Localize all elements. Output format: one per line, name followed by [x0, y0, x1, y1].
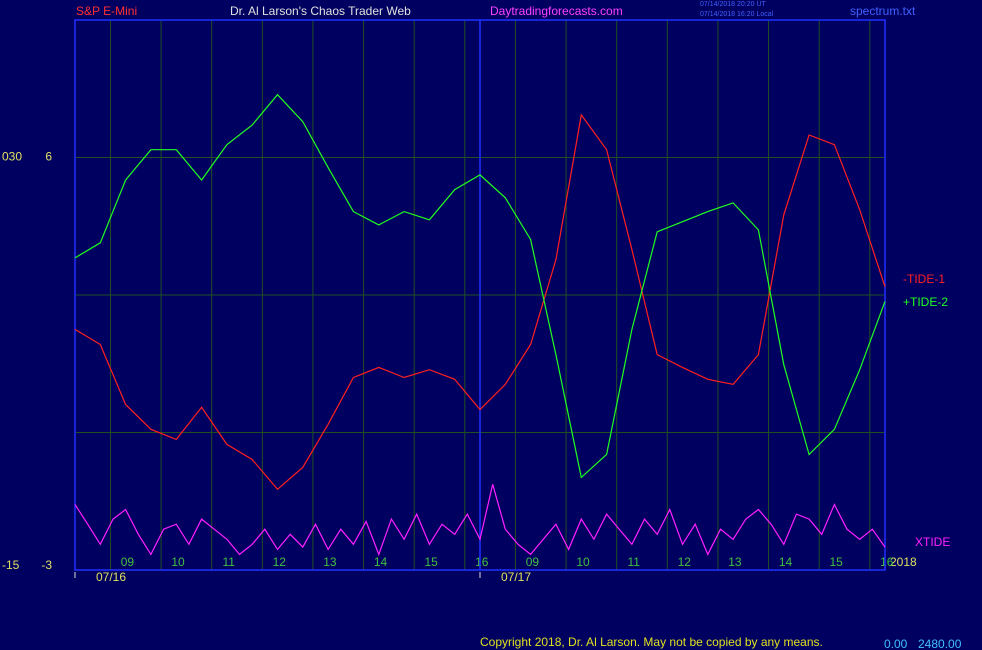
legend-label: XTIDE [915, 535, 950, 549]
series-line [74, 113, 886, 491]
x-tick-label: 10 [576, 555, 590, 569]
x-tick-label: 12 [273, 555, 287, 569]
x-tick-label: 11 [627, 555, 640, 569]
file-name: spectrum.txt [850, 4, 916, 18]
plot-border [74, 19, 886, 571]
timestamp: 07/14/2018 20:20 UT [700, 1, 766, 8]
x-tick-label: 15 [425, 555, 439, 569]
y2-tick-label: -15 [2, 558, 20, 572]
symbol: S&P E-Mini [76, 4, 137, 18]
y2-tick-label: 030 [2, 150, 22, 164]
x-tick-label: 13 [728, 555, 742, 569]
x-tick-label: 09 [121, 555, 135, 569]
site: Daytradingforecasts.com [490, 4, 623, 18]
series-line [74, 484, 886, 557]
x-tick-label: 10 [171, 555, 185, 569]
y-tick-label: 6 [45, 150, 52, 164]
x-tick-label: 11 [222, 555, 235, 569]
x-tick-label: 14 [374, 555, 388, 569]
legend-label: -TIDE-1 [903, 272, 945, 286]
date-label: 07/16 [96, 570, 126, 584]
x-tick-label: 15 [830, 555, 844, 569]
x-tick-label: 09 [526, 555, 540, 569]
x-tick-label: 12 [678, 555, 692, 569]
legend-label: +TIDE-2 [903, 295, 948, 309]
timestamp: 07/14/2018 16:20 Local [700, 11, 774, 18]
x-tick-label: 16 [880, 555, 894, 569]
series-line [74, 93, 886, 479]
copyright: Copyright 2018, Dr. Al Larson. May not b… [480, 635, 823, 649]
footer-value: 0.00 [884, 637, 908, 650]
date-label: 07/17 [501, 570, 531, 584]
footer-value: 2480.00 [918, 637, 962, 650]
y-tick-label: -3 [41, 558, 52, 572]
x-tick-label: 16 [475, 555, 489, 569]
chart-title: Dr. Al Larson's Chaos Trader Web [230, 4, 411, 18]
x-tick-label: 14 [779, 555, 793, 569]
x-tick-label: 13 [323, 555, 337, 569]
year: 2018 [890, 555, 917, 569]
